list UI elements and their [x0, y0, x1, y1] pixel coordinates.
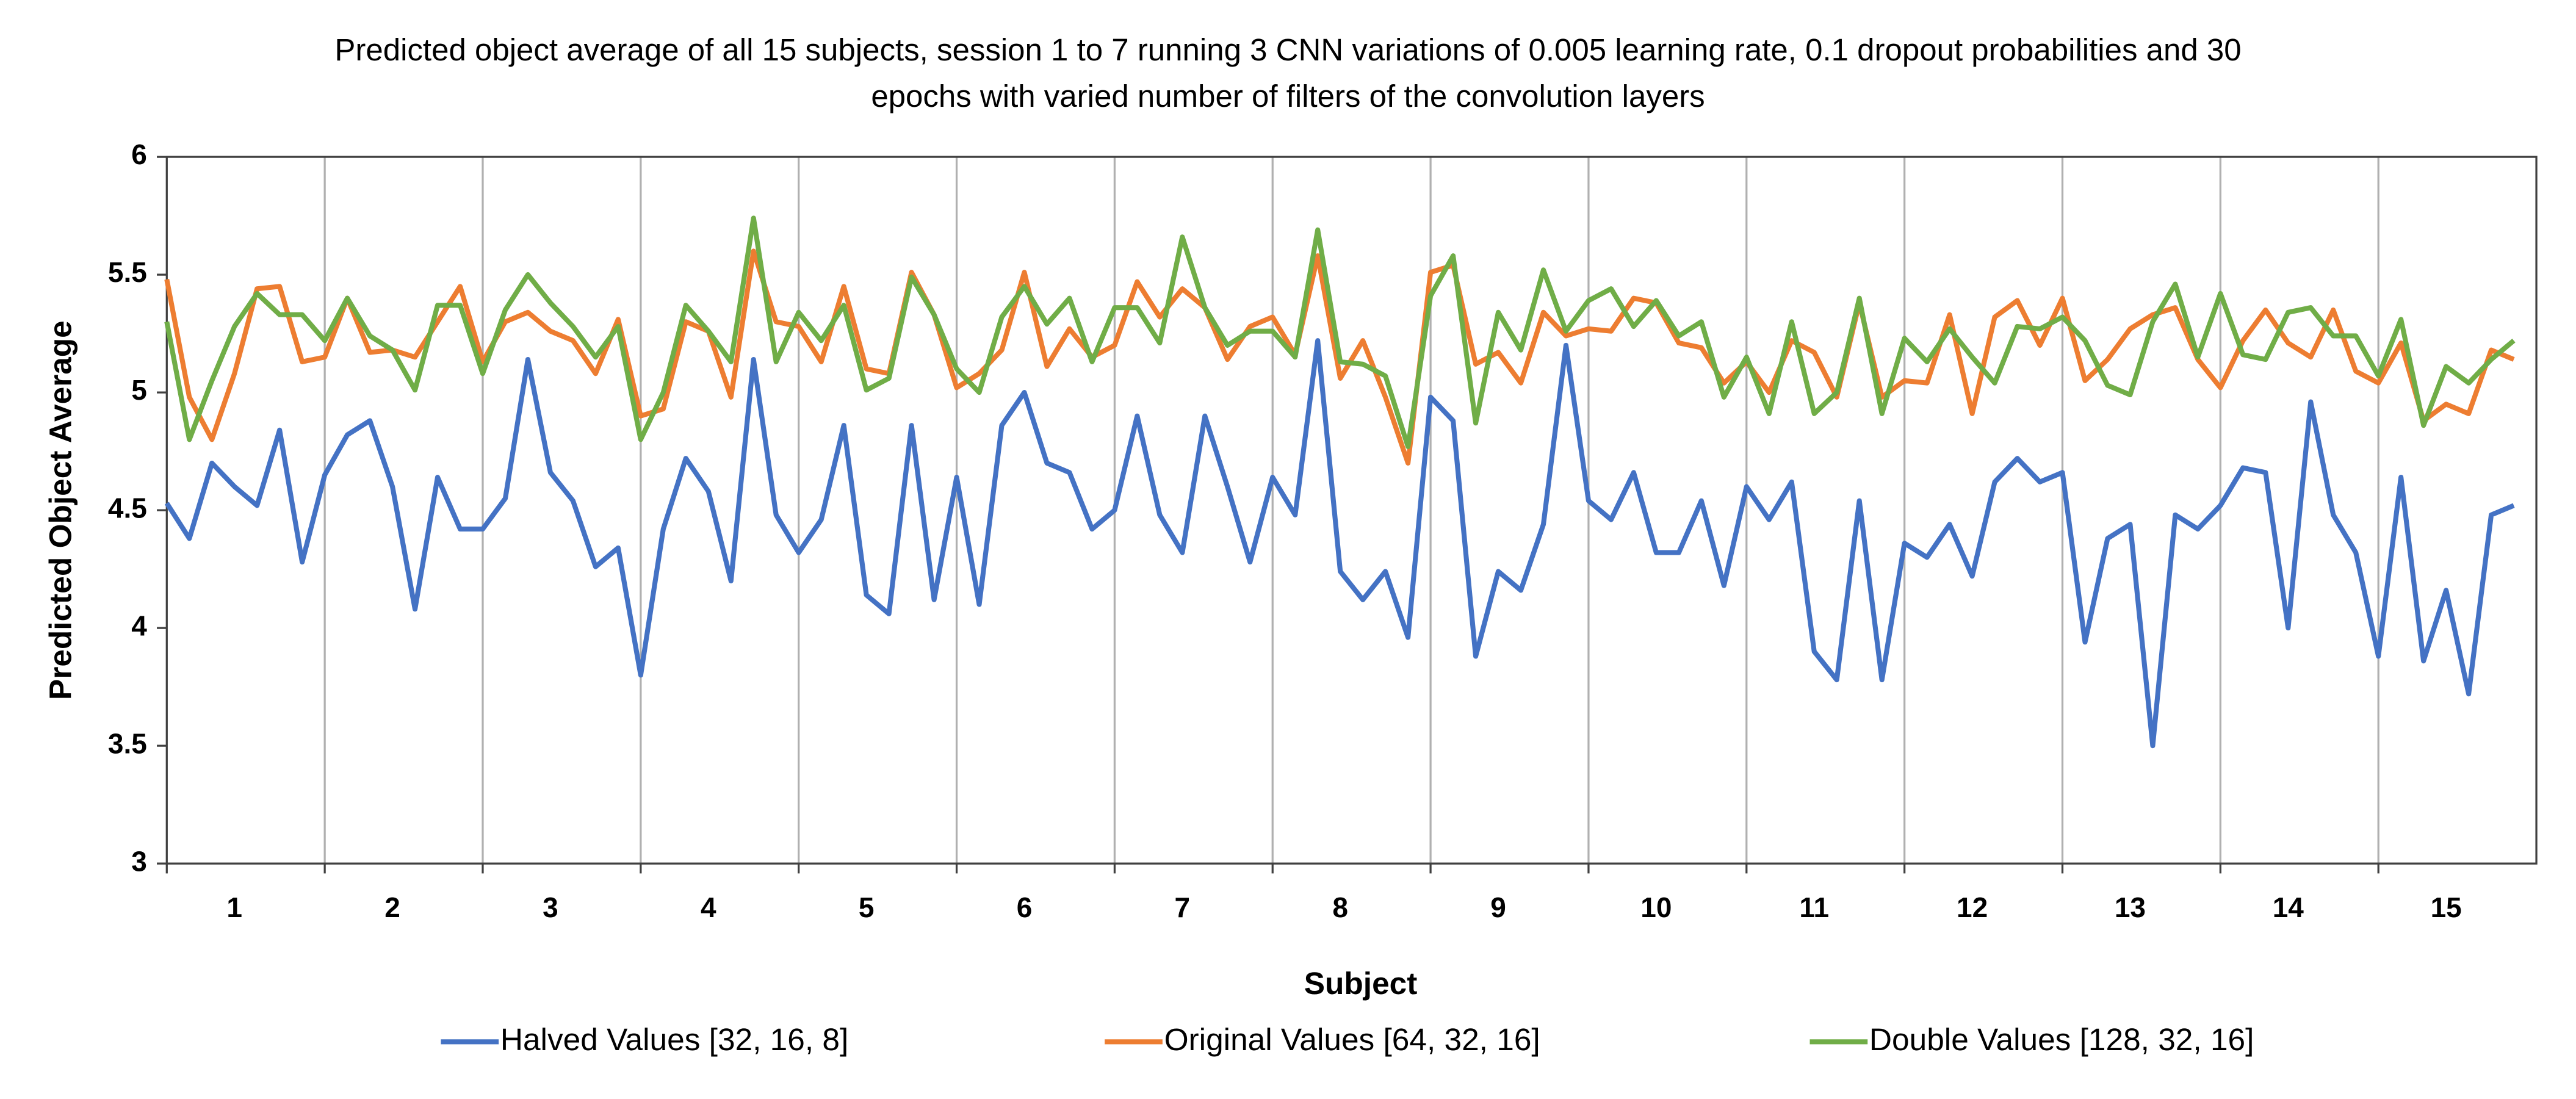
y-axis-label: Predicted Object Average	[42, 320, 78, 700]
x-tick-label: 4	[701, 892, 716, 923]
x-tick-label: 9	[1490, 892, 1506, 923]
y-tick-label: 3.5	[108, 727, 147, 759]
y-tick-label: 5.5	[108, 256, 147, 288]
legend-label: Double Values [128, 32, 16]	[1869, 1022, 2254, 1057]
x-tick-label: 10	[1640, 892, 1672, 923]
x-tick-label: 11	[1799, 892, 1829, 923]
y-tick-label: 3	[131, 845, 147, 877]
y-tick-label: 5	[131, 374, 147, 406]
chart-title: Predicted object average of all 15 subje…	[334, 32, 2242, 114]
legend-label: Original Values [64, 32, 16]	[1164, 1022, 1540, 1057]
x-tick-label: 15	[2431, 892, 2462, 923]
legend-label: Halved Values [32, 16, 8]	[500, 1022, 848, 1057]
y-tick-label: 4.5	[108, 492, 147, 524]
x-tick-label: 1	[226, 892, 242, 923]
x-tick-label: 5	[859, 892, 875, 923]
plot-frame	[165, 156, 2538, 865]
x-tick-label: 7	[1175, 892, 1191, 923]
x-axis-label: Subject	[1304, 965, 1418, 1001]
series-line	[164, 248, 2515, 466]
x-tick-label: 6	[1017, 892, 1033, 923]
series-line	[164, 338, 2515, 749]
x-tick-label: 13	[2115, 892, 2146, 923]
series-line	[164, 215, 2516, 449]
y-tick-label: 6	[131, 139, 147, 170]
y-tick-label: 4	[131, 610, 147, 641]
x-tick-label: 3	[543, 892, 558, 923]
x-tick-label: 2	[384, 892, 400, 923]
x-tick-label: 12	[1957, 892, 1988, 923]
x-tick-label: 14	[2273, 892, 2304, 923]
x-tick-label: 8	[1332, 892, 1348, 923]
